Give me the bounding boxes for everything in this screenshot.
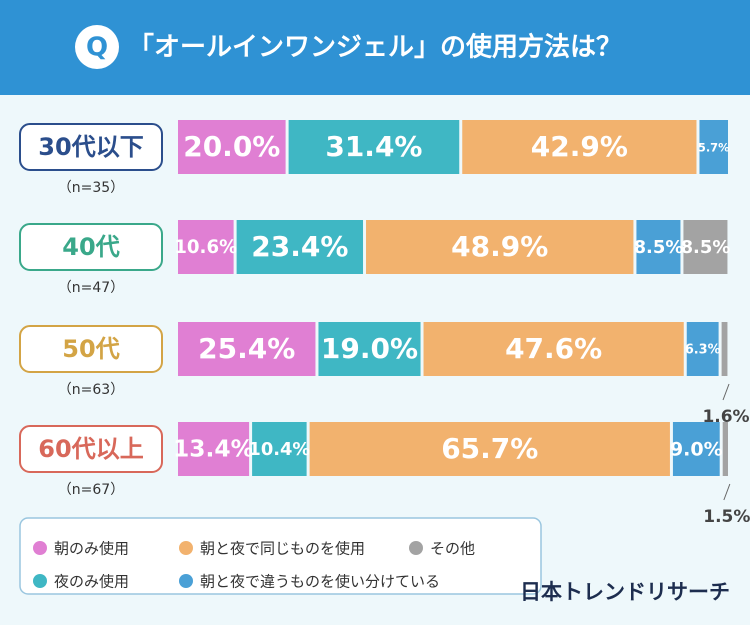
value-label: 23.4% bbox=[251, 230, 348, 263]
value-label: 9.0% bbox=[670, 439, 723, 461]
category-box bbox=[19, 425, 163, 473]
value-label: 10.6% bbox=[174, 237, 237, 258]
bar-segment bbox=[236, 220, 364, 274]
value-label: 65.7% bbox=[441, 432, 538, 465]
value-label: 5.7% bbox=[698, 141, 730, 155]
q-letter: Q bbox=[86, 33, 108, 63]
value-label: 13.4% bbox=[173, 435, 254, 463]
category-label: 40代 bbox=[62, 233, 119, 261]
category-box bbox=[19, 325, 163, 373]
bar-segment bbox=[699, 120, 728, 174]
bar-segment bbox=[423, 322, 684, 376]
bar-segment bbox=[636, 220, 681, 274]
category-label: 60代以上 bbox=[38, 435, 143, 463]
leader-line bbox=[723, 483, 731, 501]
legend-swatch bbox=[33, 541, 47, 555]
legend-swatch bbox=[33, 574, 47, 588]
sample-size: （n=35） bbox=[58, 180, 124, 196]
legend-label: 朝と夜で同じものを使用 bbox=[200, 540, 365, 558]
bar-segment bbox=[721, 322, 728, 376]
legend-swatch bbox=[409, 541, 423, 555]
bar-segment bbox=[309, 422, 670, 476]
category-label: 30代以下 bbox=[38, 133, 143, 161]
bar-segment bbox=[178, 220, 234, 274]
sample-size: （n=47） bbox=[58, 280, 124, 296]
value-label: 10.4% bbox=[248, 439, 310, 460]
bar-segment bbox=[178, 120, 286, 174]
bar-segment bbox=[252, 422, 307, 476]
category-label: 50代 bbox=[62, 335, 119, 363]
value-label: 31.4% bbox=[325, 130, 422, 163]
bar-segment bbox=[288, 120, 460, 174]
bar-segment bbox=[366, 220, 634, 274]
title: 「オールインワンジェル」の使用方法は？ bbox=[128, 32, 622, 63]
legend-label: 朝と夜で違うものを使い分けている bbox=[200, 573, 440, 591]
value-label: 8.5% bbox=[681, 237, 731, 258]
legend-box bbox=[19, 517, 542, 595]
value-label: 19.0% bbox=[321, 332, 418, 365]
value-label: 6.3% bbox=[685, 343, 721, 358]
bar-segment bbox=[462, 120, 697, 174]
bar-segment bbox=[672, 422, 720, 476]
category-box bbox=[19, 123, 163, 171]
leader-line bbox=[722, 383, 730, 401]
bar-segment bbox=[686, 322, 719, 376]
bar-segment bbox=[318, 322, 421, 376]
category-box bbox=[19, 223, 163, 271]
legend-label: 夜のみ使用 bbox=[54, 573, 129, 591]
q-badge bbox=[75, 25, 119, 69]
value-label: 48.9% bbox=[451, 230, 548, 263]
legend-label: その他 bbox=[430, 540, 475, 558]
value-label: 25.4% bbox=[198, 332, 295, 365]
value-label: 42.9% bbox=[531, 130, 628, 163]
bar-segment bbox=[683, 220, 728, 274]
legend-label: 朝のみ使用 bbox=[54, 540, 129, 558]
bar-segment bbox=[178, 322, 316, 376]
value-label: 1.5% bbox=[703, 507, 750, 527]
value-label: 8.5% bbox=[634, 237, 684, 258]
legend-swatch bbox=[179, 541, 193, 555]
sample-size: （n=63） bbox=[58, 382, 124, 398]
legend-swatch bbox=[179, 574, 193, 588]
value-label: 47.6% bbox=[505, 332, 602, 365]
bar-segment bbox=[722, 422, 728, 476]
value-label: 20.0% bbox=[183, 130, 280, 163]
brand: 日本トレンドリサーチ bbox=[520, 580, 730, 604]
header-band bbox=[0, 0, 750, 95]
sample-size: （n=67） bbox=[58, 482, 124, 498]
bar-segment bbox=[178, 422, 250, 476]
